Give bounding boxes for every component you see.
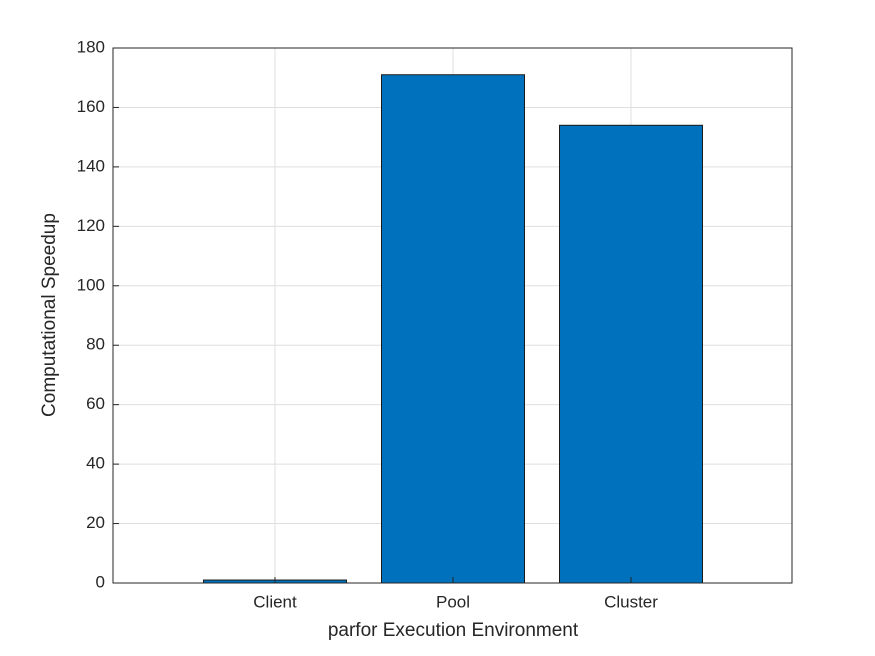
y-tick-label: 80 bbox=[86, 335, 105, 354]
y-tick-label: 0 bbox=[96, 572, 105, 591]
x-tick-label: Client bbox=[253, 592, 297, 611]
x-tick-label: Cluster bbox=[604, 592, 658, 611]
x-tick-label: Pool bbox=[436, 592, 470, 611]
x-axis-label: parfor Execution Environment bbox=[328, 620, 579, 641]
y-tick-label: 100 bbox=[77, 275, 105, 294]
y-tick-label: 60 bbox=[86, 394, 105, 413]
plot-box bbox=[112, 47, 793, 584]
bar bbox=[381, 74, 525, 584]
y-tick-label: 160 bbox=[77, 97, 105, 116]
y-tick-label: 20 bbox=[86, 513, 105, 532]
y-tick-label: 120 bbox=[77, 216, 105, 235]
y-tick-label: 140 bbox=[77, 156, 105, 175]
bar bbox=[559, 124, 703, 584]
y-axis-label: Computational Speedup bbox=[39, 213, 60, 417]
y-tick-label: 180 bbox=[77, 37, 105, 56]
y-tick-label: 40 bbox=[86, 454, 105, 473]
